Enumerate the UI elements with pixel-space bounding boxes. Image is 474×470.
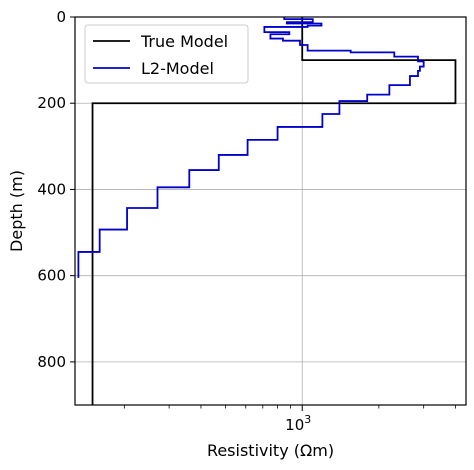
legend-label-l2-model: L2-Model bbox=[141, 59, 214, 78]
x-axis-label: Resistivity (Ωm) bbox=[207, 441, 334, 460]
plot-frame bbox=[74, 16, 467, 406]
y-tick-label: 800 bbox=[37, 353, 66, 371]
series-line-true-model bbox=[91, 17, 457, 405]
legend-label-true-model: True Model bbox=[140, 32, 228, 51]
axis-ticks: 0 200 400 600 800 103 bbox=[37, 8, 456, 434]
y-axis-label: Depth (m) bbox=[7, 170, 26, 252]
y-tick-label: 0 bbox=[56, 8, 66, 26]
y-tick-label: 400 bbox=[37, 180, 66, 198]
y-tick-label: 200 bbox=[37, 94, 66, 112]
series-layer bbox=[77, 17, 457, 405]
series-line-l2-model bbox=[77, 17, 425, 278]
y-tick-label: 600 bbox=[37, 267, 66, 285]
legend: True Model L2-Model bbox=[84, 24, 249, 84]
x-tick-label: 103 bbox=[285, 413, 311, 434]
